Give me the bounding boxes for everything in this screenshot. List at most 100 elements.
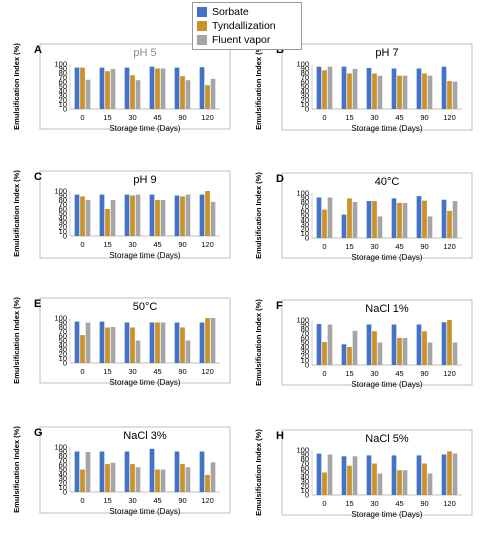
- bar-g-tyndallization-120: [205, 474, 210, 492]
- ytick-label-d-70: 70: [301, 202, 309, 211]
- ytick-label-b-20: 20: [301, 96, 309, 105]
- bar-g-sorbate-0: [74, 451, 80, 492]
- bar-d-tyndallization-120: [447, 211, 452, 238]
- ytick-label-b-30: 30: [301, 91, 309, 100]
- x-axis-label-c: Storage time (Days): [109, 251, 180, 260]
- bar-f-tyndallization-15: [347, 347, 352, 365]
- bar-g-fluent-vapor-90: [185, 467, 191, 492]
- xtick-label-a-15: 15: [103, 113, 111, 122]
- bar-e-tyndallization-90: [180, 327, 185, 363]
- legend-item-sorbate: Sorbate: [197, 5, 297, 19]
- xtick-label-g-90: 90: [178, 496, 186, 505]
- bar-h-fluent-vapor-45: [402, 470, 408, 495]
- ytick-label-f-90: 90: [301, 320, 309, 329]
- legend-label-fluent-vapor: Fluent vapor: [212, 34, 271, 46]
- ytick-label-g-70: 70: [59, 456, 67, 465]
- bar-f-fluent-vapor-120: [452, 342, 458, 365]
- ytick-label-h-10: 10: [301, 486, 309, 495]
- panel-g: G NaCl 3%0102030405060708090100Emulsifica…: [12, 426, 231, 516]
- bar-c-tyndallization-30: [130, 195, 135, 236]
- bar-b-tyndallization-30: [372, 73, 377, 109]
- ytick-label-c-40: 40: [59, 214, 67, 223]
- ytick-label-f-60: 60: [301, 334, 309, 343]
- bar-a-tyndallization-45: [155, 68, 160, 109]
- bar-b-sorbate-45: [391, 68, 397, 109]
- bar-e-sorbate-120: [199, 322, 205, 363]
- ytick-label-a-70: 70: [59, 73, 67, 82]
- ytick-label-e-10: 10: [59, 354, 67, 363]
- ytick-label-a-30: 30: [59, 91, 67, 100]
- ytick-label-g-10: 10: [59, 483, 67, 492]
- bar-a-sorbate-0: [74, 67, 80, 109]
- bar-e-sorbate-0: [74, 321, 80, 363]
- bar-b-sorbate-30: [366, 68, 372, 109]
- ytick-label-b-10: 10: [301, 100, 309, 109]
- bar-g-sorbate-15: [99, 451, 105, 492]
- ytick-label-g-90: 90: [59, 447, 67, 456]
- bar-f-fluent-vapor-45: [402, 338, 408, 365]
- panel-title-d: 40°C: [375, 176, 400, 188]
- bar-h-tyndallization-30: [372, 463, 377, 495]
- bar-c-sorbate-120: [199, 194, 205, 236]
- xtick-label-c-45: 45: [153, 240, 161, 249]
- legend-swatch-fluent-vapor: [197, 35, 207, 45]
- xtick-label-d-120: 120: [443, 242, 456, 251]
- ytick-label-b-100: 100: [296, 60, 309, 69]
- bar-f-sorbate-120: [441, 322, 447, 365]
- bar-b-sorbate-90: [416, 68, 422, 109]
- panel-frame-e: [39, 297, 231, 384]
- bar-a-fluent-vapor-15: [110, 68, 116, 109]
- bar-c-sorbate-90: [174, 195, 180, 236]
- bar-e-sorbate-15: [99, 321, 105, 363]
- xtick-label-c-15: 15: [103, 240, 111, 249]
- bar-g-tyndallization-15: [105, 464, 110, 492]
- ytick-label-a-40: 40: [59, 87, 67, 96]
- panel-title-f: NaCl 1%: [365, 303, 409, 315]
- bar-d-tyndallization-15: [347, 198, 352, 238]
- xtick-label-a-120: 120: [201, 113, 214, 122]
- legend-item-tyndallization: Tyndallization: [197, 19, 297, 33]
- bar-a-sorbate-45: [149, 66, 155, 109]
- ytick-label-h-50: 50: [301, 468, 309, 477]
- bar-c-sorbate-0: [74, 194, 80, 236]
- y-axis-label-d: Emulsification Index (%): [254, 172, 263, 259]
- panel-letter-g: G: [34, 427, 43, 439]
- ytick-label-d-30: 30: [301, 220, 309, 229]
- panel-title-c: pH 9: [133, 174, 156, 186]
- xtick-label-d-0: 0: [322, 242, 326, 251]
- bar-d-sorbate-0: [316, 197, 322, 238]
- ytick-label-c-10: 10: [59, 227, 67, 236]
- bar-g-tyndallization-90: [180, 464, 185, 492]
- ytick-label-g-50: 50: [59, 465, 67, 474]
- xtick-label-f-120: 120: [443, 369, 456, 378]
- bar-g-fluent-vapor-30: [135, 467, 141, 492]
- xtick-label-c-90: 90: [178, 240, 186, 249]
- x-axis-label-a: Storage time (Days): [109, 124, 180, 133]
- bar-a-sorbate-90: [174, 67, 180, 109]
- bar-a-fluent-vapor-90: [185, 80, 191, 109]
- ytick-label-e-100: 100: [54, 314, 67, 323]
- bar-f-tyndallization-30: [372, 331, 377, 365]
- xtick-label-f-0: 0: [322, 369, 326, 378]
- bar-b-fluent-vapor-0: [327, 66, 333, 109]
- xtick-label-f-15: 15: [345, 369, 353, 378]
- xtick-label-d-30: 30: [370, 242, 378, 251]
- xtick-label-b-15: 15: [345, 113, 353, 122]
- xtick-label-d-15: 15: [345, 242, 353, 251]
- bar-e-fluent-vapor-90: [185, 340, 191, 363]
- bar-c-tyndallization-15: [105, 209, 110, 236]
- panel-h: H NaCl 5%0102030405060708090100Emulsifica…: [254, 429, 473, 519]
- xtick-label-e-0: 0: [80, 367, 84, 376]
- ytick-label-e-40: 40: [59, 341, 67, 350]
- y-axis-label-e: Emulsification Index (%): [12, 297, 21, 384]
- bar-e-tyndallization-120: [205, 318, 210, 363]
- bar-d-tyndallization-90: [422, 200, 427, 238]
- bar-b-fluent-vapor-45: [402, 75, 408, 109]
- ytick-label-c-30: 30: [59, 218, 67, 227]
- bar-d-fluent-vapor-30: [377, 216, 383, 238]
- bar-g-sorbate-45: [149, 448, 155, 492]
- xtick-label-f-90: 90: [420, 369, 428, 378]
- ytick-label-h-30: 30: [301, 477, 309, 486]
- bar-c-sorbate-45: [149, 194, 155, 236]
